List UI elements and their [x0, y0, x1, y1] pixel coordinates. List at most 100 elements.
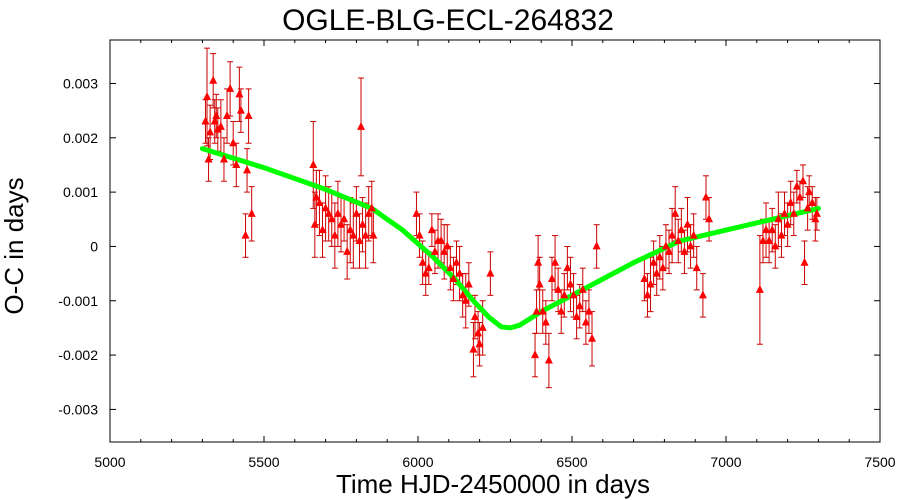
- y-tick-label: 0: [90, 238, 98, 254]
- y-tick-label: -0.002: [58, 347, 98, 363]
- data-point-marker: [640, 274, 649, 283]
- data-point-marker: [430, 246, 439, 255]
- data-point-marker: [544, 355, 553, 364]
- data-point-marker: [560, 290, 569, 299]
- data-point-marker: [203, 92, 212, 101]
- data-point-marker: [318, 225, 327, 234]
- data-point-marker: [677, 225, 686, 234]
- data-point-marker: [658, 263, 667, 272]
- data-point-marker: [421, 268, 430, 277]
- data-point-marker: [541, 317, 550, 326]
- data-point-marker: [346, 225, 355, 234]
- data-point-marker: [440, 246, 449, 255]
- data-point-marker: [358, 219, 367, 228]
- plot-frame: [109, 39, 881, 443]
- data-point-marker: [655, 252, 664, 261]
- data-point-marker: [206, 127, 215, 136]
- data-point-marker: [343, 246, 352, 255]
- data-point-marker: [572, 312, 581, 321]
- data-point-marker: [427, 225, 436, 234]
- x-tick-label: 6500: [556, 454, 587, 470]
- data-point-marker: [229, 138, 238, 147]
- data-point-marker: [588, 333, 597, 342]
- data-point-marker: [475, 339, 484, 348]
- data-point-marker: [812, 208, 821, 217]
- data-point-marker: [665, 246, 674, 255]
- data-point-marker: [337, 219, 345, 228]
- data-point-marker: [232, 159, 241, 168]
- data-point-marker: [219, 154, 228, 163]
- x-tick-label: 6000: [402, 454, 433, 470]
- data-point-marker: [643, 290, 652, 299]
- chart-title: OGLE-BLG-ECL-264832: [282, 4, 614, 37]
- data-point-marker: [340, 214, 349, 223]
- data-point-marker: [446, 263, 455, 272]
- x-axis-ticks: 5000 5500 6000 6500 7000 7500: [94, 40, 896, 470]
- data-point-marker: [357, 121, 366, 130]
- data-point-marker: [554, 284, 563, 293]
- data-point-marker: [415, 230, 424, 239]
- data-point-marker: [474, 328, 483, 337]
- data-point-marker: [771, 241, 780, 250]
- data-point-marker: [762, 225, 771, 234]
- data-point-marker: [244, 111, 253, 120]
- data-point-marker: [310, 219, 319, 228]
- data-point-marker: [592, 241, 601, 250]
- x-tick-label: 7500: [864, 454, 895, 470]
- data-point-marker: [321, 203, 330, 212]
- data-point-marker: [437, 236, 446, 244]
- data-point-marker: [469, 344, 478, 353]
- data-point-marker: [686, 241, 695, 250]
- data-point-marker: [352, 208, 361, 217]
- y-tick-label: -0.003: [58, 401, 98, 417]
- data-point-marker: [424, 263, 433, 272]
- data-point-marker: [805, 187, 814, 196]
- data-point-marker: [578, 284, 587, 293]
- y-tick-label: 0.001: [63, 184, 98, 200]
- data-point-marker: [765, 236, 774, 244]
- data-point-marker: [412, 208, 421, 217]
- data-point-marker: [755, 284, 764, 293]
- data-point-marker: [361, 230, 370, 239]
- x-axis-label: Time HJD-2450000 in days: [336, 469, 650, 499]
- data-point-marker: [470, 312, 479, 321]
- data-markers: [201, 75, 821, 364]
- data-point-marker: [241, 230, 250, 239]
- data-point-marker: [680, 246, 689, 255]
- data-point-marker: [201, 116, 210, 125]
- data-point-marker: [461, 295, 470, 304]
- data-point-marker: [364, 208, 373, 217]
- data-point-marker: [698, 290, 707, 299]
- data-point-marker: [449, 274, 458, 283]
- y-tick-label: -0.001: [58, 293, 98, 309]
- data-point-marker: [532, 306, 541, 315]
- x-tick-label: 5500: [248, 454, 279, 470]
- data-point-marker: [780, 208, 789, 217]
- data-point-marker: [569, 290, 578, 299]
- data-point-marker: [777, 230, 786, 239]
- data-point-marker: [547, 274, 556, 283]
- data-point-marker: [452, 257, 461, 266]
- data-point-marker: [768, 225, 777, 234]
- data-point-marker: [786, 197, 795, 206]
- data-point-marker: [661, 241, 670, 250]
- data-point-marker: [758, 236, 767, 244]
- y-axis-ticks: 0.003 0.002 0.001 0 -0.001 -0.002 -0.003: [58, 75, 880, 417]
- data-point-marker: [557, 306, 566, 315]
- y-tick-label: 0.003: [63, 75, 98, 91]
- data-point-marker: [792, 181, 801, 190]
- data-point-marker: [327, 214, 336, 223]
- data-point-marker: [683, 219, 692, 228]
- data-point-marker: [216, 121, 225, 130]
- data-point-marker: [330, 230, 339, 239]
- data-point-marker: [355, 236, 364, 244]
- data-point-marker: [668, 230, 677, 239]
- fit-curve-group: [199, 146, 821, 331]
- data-point-marker: [478, 322, 487, 331]
- data-point-marker: [458, 290, 467, 299]
- data-point-marker: [247, 208, 256, 217]
- data-point-marker: [312, 192, 321, 201]
- data-point-marker: [652, 268, 661, 277]
- data-point-marker: [443, 241, 452, 250]
- data-point-marker: [581, 317, 590, 326]
